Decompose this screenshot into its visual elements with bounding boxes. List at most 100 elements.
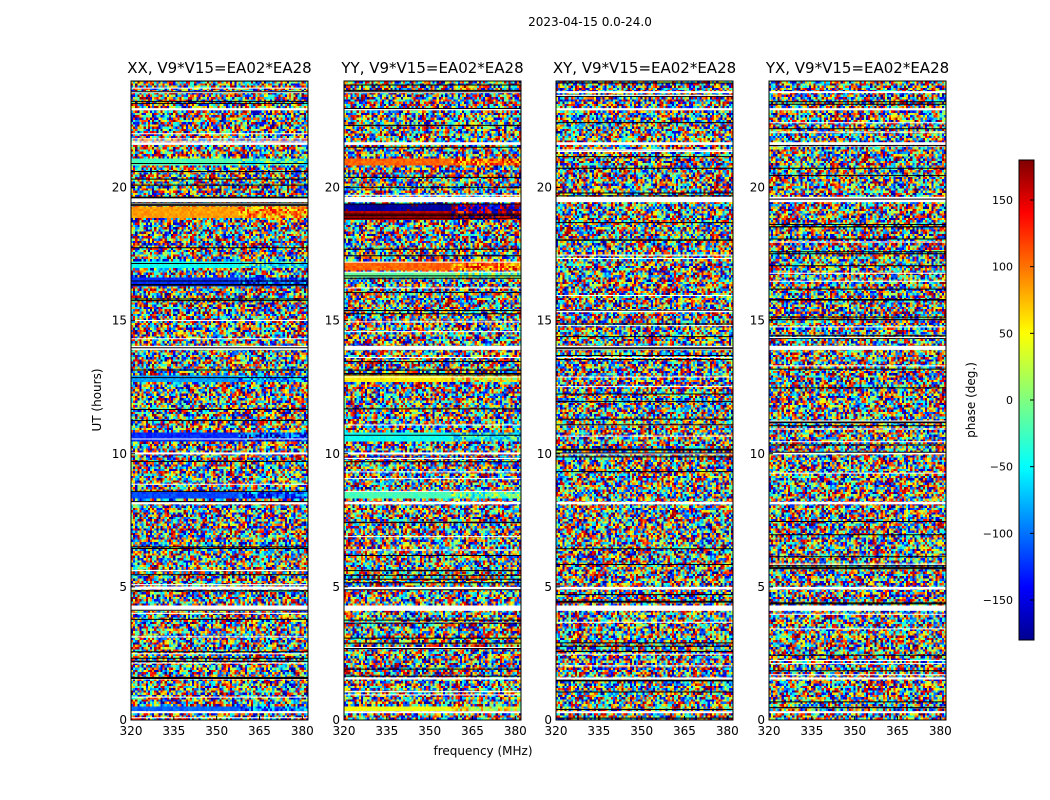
- flagged-band: [131, 501, 308, 505]
- flagged-band: [344, 711, 521, 714]
- phase-heatmap-yx: [769, 81, 946, 720]
- x-tick-label: 365: [248, 724, 271, 738]
- y-tick-label: 20: [537, 181, 552, 195]
- flagged-band: [769, 142, 946, 145]
- phase-heatmap-xy: [556, 81, 733, 720]
- x-tick-label: 320: [120, 724, 143, 738]
- flagged-band: [769, 452, 946, 455]
- flagged-band: [769, 586, 946, 590]
- flagged-band: [769, 91, 946, 94]
- x-tick-label: 365: [673, 724, 696, 738]
- colorbar-tick-label: 50: [999, 327, 1013, 340]
- flagged-band: [769, 605, 946, 611]
- flagged-band: [131, 605, 308, 611]
- flagged-band: [344, 586, 521, 590]
- flagged-band: [131, 196, 308, 203]
- x-tick-label: 320: [545, 724, 568, 738]
- flagged-band: [556, 677, 733, 680]
- y-tick-label: 15: [537, 314, 552, 328]
- flagged-band: [556, 108, 733, 111]
- flagged-band: [769, 345, 946, 350]
- colorbar-tick-label: 100: [992, 261, 1013, 274]
- flagged-band: [556, 196, 733, 203]
- flagged-band: [556, 586, 733, 590]
- phase-heatmap-xx: [131, 81, 308, 720]
- colorbar-label: phase (deg.): [964, 362, 978, 438]
- x-tick-label: 350: [418, 724, 441, 738]
- flagged-band: [131, 711, 308, 714]
- y-tick-label: 20: [325, 181, 340, 195]
- y-tick-label: 0: [757, 713, 765, 727]
- y-tick-label: 20: [750, 181, 765, 195]
- panel-yx: YX, V9*V15=EA02*EA28 320 335 350 365 380 0 5 10 1…: [750, 59, 952, 738]
- flagged-band: [769, 677, 946, 680]
- flagged-band: [344, 196, 521, 203]
- phase-heatmap-yy: [344, 81, 521, 720]
- flagged-band: [556, 605, 733, 611]
- flagged-band: [344, 677, 521, 680]
- colorbar-tick-label: 150: [992, 194, 1013, 207]
- x-tick-label: 365: [886, 724, 909, 738]
- y-tick-label: 0: [332, 713, 340, 727]
- y-tick-label: 10: [112, 447, 127, 461]
- x-tick-label: 365: [461, 724, 484, 738]
- y-tick-label: 5: [757, 580, 765, 594]
- panel-title: XY, V9*V15=EA02*EA28: [553, 59, 736, 77]
- x-tick-label: 335: [162, 724, 185, 738]
- flagged-band: [344, 142, 521, 145]
- panel-xy: XY, V9*V15=EA02*EA28 320 335 350 365 380 0 5 10 1…: [537, 59, 739, 738]
- panel-frame: [768, 80, 947, 721]
- y-tick-label: 0: [544, 713, 552, 727]
- panel-title: YY, V9*V15=EA02*EA28: [340, 59, 523, 77]
- y-tick-label: 15: [750, 314, 765, 328]
- x-tick-label: 335: [587, 724, 610, 738]
- colorbar-ticks: 150 100 50 0 −50 −100 −150: [983, 194, 1034, 607]
- figure-suptitle: 2023-04-15 0.0-24.0: [528, 15, 652, 29]
- flagged-band: [344, 501, 521, 505]
- colorbar-tick-label: −100: [983, 527, 1013, 540]
- colorbar: 150 100 50 0 −50 −100 −150: [983, 159, 1035, 641]
- flagged-band: [769, 711, 946, 714]
- y-tick-label: 20: [112, 181, 127, 195]
- y-tick-label: 10: [537, 447, 552, 461]
- x-tick-label: 380: [504, 724, 527, 738]
- flagged-band: [131, 108, 308, 111]
- flagged-band: [131, 142, 308, 145]
- panel-title: XX, V9*V15=EA02*EA28: [127, 59, 311, 77]
- flagged-band: [556, 91, 733, 94]
- x-tick-label: 380: [291, 724, 314, 738]
- y-tick-label: 15: [112, 314, 127, 328]
- colorbar-tick-label: 0: [1006, 394, 1013, 407]
- colorbar-tick-label: −50: [990, 461, 1013, 474]
- panel-frame: [343, 80, 522, 721]
- y-tick-label: 10: [750, 447, 765, 461]
- panel-frame: [130, 80, 309, 721]
- y-tick-label: 15: [325, 314, 340, 328]
- flagged-band: [131, 586, 308, 590]
- x-tick-label: 320: [333, 724, 356, 738]
- panel-xx: XX, V9*V15=EA02*EA28 320 335 350 365 380 0 5 10 1…: [112, 59, 314, 738]
- x-axis-label: frequency (MHz): [433, 744, 532, 758]
- y-tick-label: 5: [332, 580, 340, 594]
- flagged-band: [344, 605, 521, 611]
- y-tick-label: 10: [325, 447, 340, 461]
- x-tick-label: 335: [800, 724, 823, 738]
- colorbar-tick-label: −150: [983, 594, 1013, 607]
- x-tick-label: 350: [630, 724, 653, 738]
- panels: XX, V9*V15=EA02*EA28 320 335 350 365 380 0 5 10 1…: [112, 59, 952, 738]
- x-tick-label: 350: [843, 724, 866, 738]
- panel-yy: YY, V9*V15=EA02*EA28 320 335 350 365 380 0 5 10 1…: [325, 59, 527, 738]
- y-axis-label: UT (hours): [90, 368, 104, 431]
- x-tick-label: 380: [716, 724, 739, 738]
- panel-title: YX, V9*V15=EA02*EA28: [765, 59, 949, 77]
- x-tick-label: 380: [929, 724, 952, 738]
- flagged-band: [344, 452, 521, 455]
- y-tick-label: 5: [544, 580, 552, 594]
- flagged-band: [556, 711, 733, 714]
- flagged-band: [769, 501, 946, 505]
- y-tick-label: 0: [119, 713, 127, 727]
- flagged-band: [131, 452, 308, 455]
- panel-frame: [555, 80, 734, 721]
- x-tick-label: 335: [375, 724, 398, 738]
